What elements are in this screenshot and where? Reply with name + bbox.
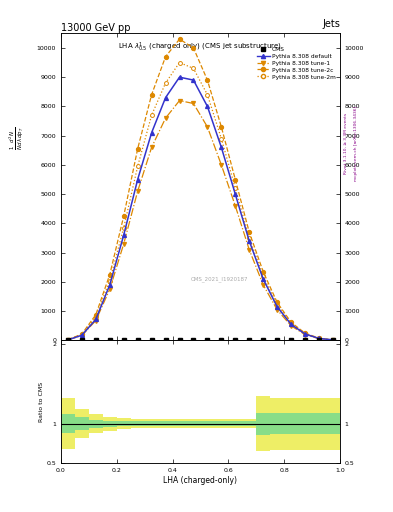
Text: mcplots.cern.ch [arXiv:1306.3436]: mcplots.cern.ch [arXiv:1306.3436] — [354, 106, 358, 181]
Text: LHA $\lambda^1_{0.5}$ (charged only) (CMS jet substructure): LHA $\lambda^1_{0.5}$ (charged only) (CM… — [118, 41, 283, 54]
Text: Jets: Jets — [322, 18, 340, 29]
Legend: CMS, Pythia 8.308 default, Pythia 8.308 tune-1, Pythia 8.308 tune-2c, Pythia 8.3: CMS, Pythia 8.308 default, Pythia 8.308 … — [256, 46, 337, 81]
Text: CMS_2021_I1920187: CMS_2021_I1920187 — [191, 276, 249, 282]
X-axis label: LHA (charged-only): LHA (charged-only) — [163, 476, 237, 485]
Text: $\frac{1}{\mathit{N}}\frac{d^{2}\mathit{N}}{d\lambda\,dp_{T}}$: $\frac{1}{\mathit{N}}\frac{d^{2}\mathit{… — [7, 126, 25, 150]
Text: Rivet 3.1.10, ≥ 3.3M events: Rivet 3.1.10, ≥ 3.3M events — [344, 113, 348, 174]
Y-axis label: Ratio to CMS: Ratio to CMS — [39, 382, 44, 422]
Text: 13000 GeV pp: 13000 GeV pp — [61, 23, 130, 32]
